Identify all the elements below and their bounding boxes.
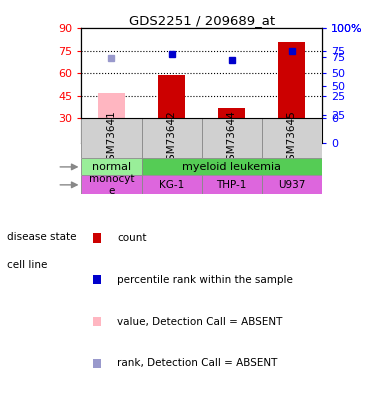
Text: count: count	[118, 233, 147, 243]
Text: THP-1: THP-1	[216, 180, 247, 190]
Bar	[202, 118, 262, 158]
Text: value, Detection Call = ABSENT: value, Detection Call = ABSENT	[118, 317, 283, 326]
Title: GDS2251 / 209689_at: GDS2251 / 209689_at	[129, 14, 275, 27]
Bar	[142, 175, 202, 194]
Text: rank, Detection Call = ABSENT: rank, Detection Call = ABSENT	[118, 358, 278, 369]
Bar	[262, 175, 322, 194]
Bar	[92, 233, 101, 243]
Bar	[92, 275, 101, 284]
Text: U937: U937	[278, 180, 306, 190]
Bar	[81, 118, 142, 158]
Bar	[278, 42, 305, 118]
Text: normal: normal	[92, 162, 131, 172]
Bar	[92, 317, 101, 326]
Bar	[81, 158, 142, 175]
Bar	[262, 118, 322, 158]
Bar	[142, 158, 322, 175]
Text: KG-1: KG-1	[159, 180, 184, 190]
Text: GSM73644: GSM73644	[227, 110, 237, 167]
Text: GSM73642: GSM73642	[166, 110, 176, 167]
Text: percentile rank within the sample: percentile rank within the sample	[118, 275, 293, 285]
Text: myeloid leukemia: myeloid leukemia	[182, 162, 281, 172]
Bar	[81, 175, 142, 194]
Text: cell line: cell line	[7, 260, 48, 270]
Bar	[92, 359, 101, 368]
Bar	[98, 93, 125, 118]
Bar	[158, 75, 185, 118]
Bar	[202, 175, 262, 194]
Bar	[142, 118, 202, 158]
Text: GSM73645: GSM73645	[287, 110, 297, 167]
Text: GSM73641: GSM73641	[107, 110, 117, 167]
Bar	[218, 108, 245, 118]
Text: monocyt
e: monocyt e	[89, 174, 134, 196]
Text: disease state: disease state	[7, 232, 77, 242]
